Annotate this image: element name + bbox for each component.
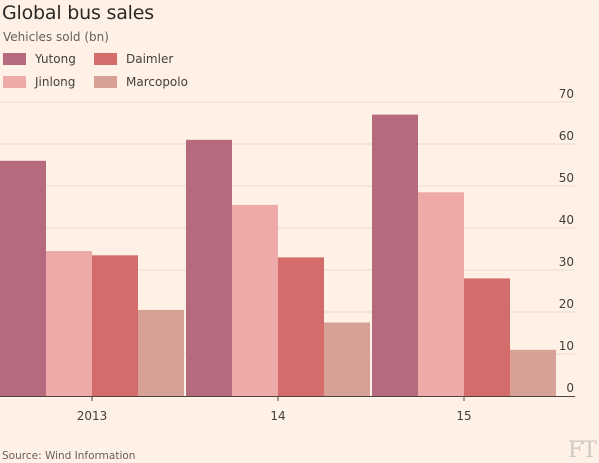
bar-yutong-2013 bbox=[0, 160, 46, 396]
x-tick-label: 14 bbox=[270, 409, 285, 423]
chart-title: Global bus sales bbox=[2, 2, 154, 24]
chart-subtitle: Vehicles sold (bn) bbox=[3, 30, 109, 44]
bar-jinlong-14 bbox=[232, 204, 278, 396]
bar-daimler-2013 bbox=[92, 255, 138, 396]
legend-swatch bbox=[94, 53, 117, 65]
y-tick-label: 20 bbox=[559, 297, 574, 311]
bar-daimler-14 bbox=[278, 257, 324, 396]
legend-label: Jinlong bbox=[35, 75, 76, 89]
legend-swatch bbox=[3, 76, 26, 88]
legend-item-jinlong: Jinlong bbox=[3, 75, 75, 89]
x-tick-label: 2013 bbox=[77, 409, 108, 423]
y-tick-label: 0 bbox=[566, 381, 574, 395]
bar-jinlong-2013 bbox=[46, 251, 92, 396]
chart-legend: Yutong Jinlong Daimler Marcopolo bbox=[3, 52, 263, 96]
legend-swatch bbox=[3, 53, 26, 65]
y-tick-label: 50 bbox=[559, 171, 574, 185]
bar-jinlong-15 bbox=[418, 192, 464, 396]
bar-yutong-15 bbox=[372, 114, 418, 396]
legend-item-yutong: Yutong bbox=[3, 52, 76, 66]
y-tick-label: 60 bbox=[559, 129, 574, 143]
bar-yutong-14 bbox=[186, 139, 232, 397]
legend-swatch bbox=[94, 76, 117, 88]
y-tick-label: 10 bbox=[559, 339, 574, 353]
source-note: Source: Wind Information bbox=[2, 450, 136, 462]
bar-marcopolo-15 bbox=[510, 349, 556, 396]
ft-logo: FT bbox=[568, 438, 597, 463]
bar-marcopolo-2013 bbox=[138, 309, 184, 396]
legend-label: Marcopolo bbox=[126, 75, 188, 89]
bar-daimler-15 bbox=[464, 278, 510, 396]
legend-label: Yutong bbox=[35, 52, 76, 66]
x-tick-label: 15 bbox=[456, 409, 471, 423]
legend-item-marcopolo: Marcopolo bbox=[94, 75, 188, 89]
y-tick-label: 70 bbox=[559, 87, 574, 101]
legend-item-daimler: Daimler bbox=[94, 52, 173, 66]
legend-label: Daimler bbox=[126, 52, 174, 66]
y-tick-label: 40 bbox=[559, 213, 574, 227]
y-tick-label: 30 bbox=[559, 255, 574, 269]
bar-marcopolo-14 bbox=[324, 322, 370, 396]
